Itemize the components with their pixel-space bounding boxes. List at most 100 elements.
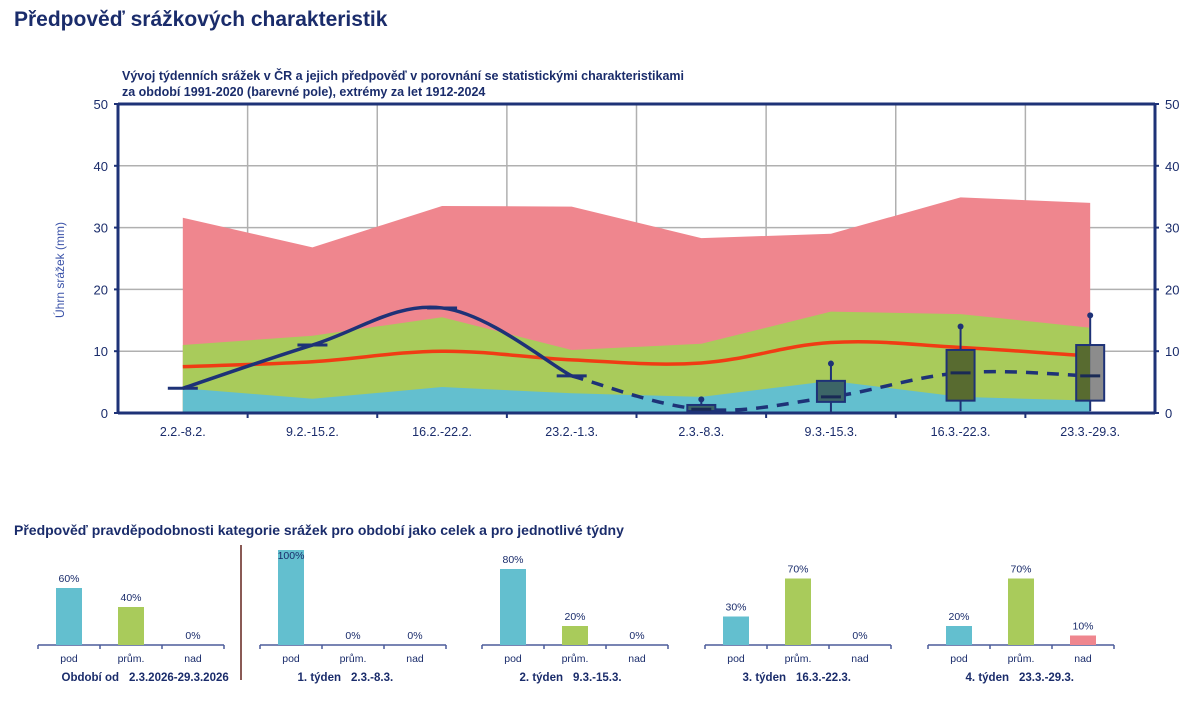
prob-category-label: pod (727, 653, 745, 665)
whisker-top-marker (698, 396, 705, 403)
prob-category-label: prům. (1008, 653, 1035, 665)
forecast-boxes (686, 312, 1106, 413)
box-outline (1075, 344, 1106, 402)
box (815, 379, 846, 403)
x-tick-label: 16.3.-22.3. (931, 425, 991, 439)
forecast-median-line (571, 369, 1091, 412)
prob-value-label: 70% (787, 564, 808, 576)
whisker-top-marker (957, 323, 964, 330)
prob-bar-prům (1008, 578, 1034, 645)
prob-category-label: nad (628, 653, 646, 665)
series-lines (167, 305, 1091, 412)
prob-category-label: prům. (562, 653, 589, 665)
probability-panel-3: 80% pod 20% prům. 0% nad 2. týden 9.3.-15.3. (481, 554, 669, 684)
panel-name: 2. týden (520, 672, 563, 684)
panel-period: 23.3.-29.3. (1019, 672, 1074, 684)
prob-bar-prům (785, 578, 811, 645)
prob-category-label: pod (950, 653, 968, 665)
y-tick-label-right: 50 (1165, 97, 1179, 112)
prob-category-label: pod (60, 653, 78, 665)
y-tick-label-left: 40 (94, 159, 108, 174)
whisker-top-marker (827, 360, 834, 367)
prob-value-label: 40% (120, 592, 141, 604)
prob-value-label: 0% (345, 630, 360, 642)
panel-period: 9.3.-15.3. (573, 672, 622, 684)
panel-name: 3. týden (743, 672, 786, 684)
x-tick-label: 9.3.-15.3. (805, 425, 858, 439)
prob-category-label: nad (1074, 653, 1092, 665)
prob-bar-prům (118, 607, 144, 645)
whisker-top-marker (1087, 312, 1094, 319)
prob-value-label: 20% (948, 611, 969, 623)
prob-category-label: pod (504, 653, 522, 665)
y-axis-label: Úhrn srážek (mm) (52, 222, 67, 318)
forecast-box-7 (945, 323, 976, 412)
prob-value-label: 30% (725, 602, 746, 614)
observed-line (182, 305, 573, 390)
x-tick-label: 2.3.-8.3. (678, 425, 724, 439)
y-tick-label-right: 0 (1165, 406, 1172, 421)
y-tick-label-right: 40 (1165, 159, 1179, 174)
x-tick-label: 23.2.-1.3. (545, 425, 598, 439)
prob-category-label: prům. (785, 653, 812, 665)
probability-panel-4: 30% pod 70% prům. 0% nad 3. týden 16.3.-22.3. (704, 564, 892, 684)
prob-category-label: nad (406, 653, 424, 665)
x-tick-label: 2.2.-8.2. (160, 425, 206, 439)
panel-period: 2.3.2026-29.3.2026 (129, 672, 229, 684)
prob-value-label: 0% (852, 630, 867, 642)
forecast-box-8 (1075, 312, 1106, 412)
probability-panel-2: 100% pod 0% prům. 0% nad 1. týden 2.3.-8.3. (259, 550, 447, 684)
panel-divider (240, 545, 242, 680)
prob-value-label: 0% (407, 630, 422, 642)
prob-value-label: 100% (278, 550, 305, 562)
y-tick-label-left: 30 (94, 221, 108, 236)
prob-bar-prům (562, 626, 588, 645)
prob-value-label: 60% (58, 573, 79, 585)
box-fill-right (1090, 345, 1105, 401)
prob-value-label: 0% (629, 630, 644, 642)
prob-category-label: nad (851, 653, 869, 665)
forecast-box-6 (815, 360, 846, 413)
prob-value-label: 80% (502, 554, 523, 566)
prob-bar-pod (56, 588, 82, 645)
chart-title-line-2: za období 1991-2020 (barevné pole), extr… (122, 85, 486, 99)
probability-panel-5: 20% pod 70% prům. 10% nad 4. týden 23.3.-29.3. (927, 564, 1115, 684)
panel-name: 1. týden (298, 672, 341, 684)
prob-bar-pod (946, 626, 972, 645)
box-fill-left (1076, 345, 1091, 401)
panel-period: 2.3.-8.3. (351, 672, 393, 684)
panel-name: Období od (62, 672, 119, 684)
page-title: Předpověď srážkových charakteristik (14, 8, 388, 31)
y-tick-label-left: 0 (101, 406, 108, 421)
prob-category-label: prům. (340, 653, 367, 665)
chart-title: Vývoj týdenních srážek v ČR a jejich pře… (122, 68, 684, 100)
panel-name: 4. týden (966, 672, 1009, 684)
main-precipitation-chart: 0 0 10 10 20 20 30 30 40 40 50 50 2.2.-8.2. 9.2.-15.2… (52, 97, 1180, 439)
prob-value-label: 10% (1072, 621, 1093, 633)
y-tick-label-left: 10 (94, 344, 108, 359)
forecast-box-5 (686, 396, 717, 413)
y-tick-label-right: 10 (1165, 344, 1179, 359)
mean-line (182, 340, 1091, 369)
prob-bar-pod (500, 569, 526, 645)
axes: 0 0 10 10 20 20 30 30 40 40 50 50 2.2.-8.2. 9.2.-15.2… (94, 97, 1180, 439)
section-title: Předpověď pravděpodobnosti kategorie srá… (14, 522, 624, 538)
x-tick-label: 16.2.-22.2. (412, 425, 472, 439)
chart-title-line-1: Vývoj týdenních srážek v ČR a jejich pře… (122, 69, 684, 83)
prob-category-label: nad (184, 653, 202, 665)
prob-bar-pod (278, 550, 304, 645)
prob-bar-pod (723, 616, 749, 645)
prob-value-label: 0% (185, 630, 200, 642)
x-tick-label: 9.2.-15.2. (286, 425, 339, 439)
box (945, 348, 976, 402)
probability-panel-1: 60% pod 40% prům. 0% nad Období od 2.3.2026-29.… (37, 573, 229, 684)
x-tick-label: 23.3.-29.3. (1060, 425, 1120, 439)
y-tick-label-right: 20 (1165, 282, 1179, 297)
y-tick-label-left: 20 (94, 282, 108, 297)
prob-category-label: pod (282, 653, 300, 665)
y-tick-label-left: 50 (94, 97, 108, 112)
prob-value-label: 70% (1010, 564, 1031, 576)
prob-bar-nad (1070, 635, 1096, 645)
prob-value-label: 20% (564, 611, 585, 623)
panel-period: 16.3.-22.3. (796, 672, 851, 684)
